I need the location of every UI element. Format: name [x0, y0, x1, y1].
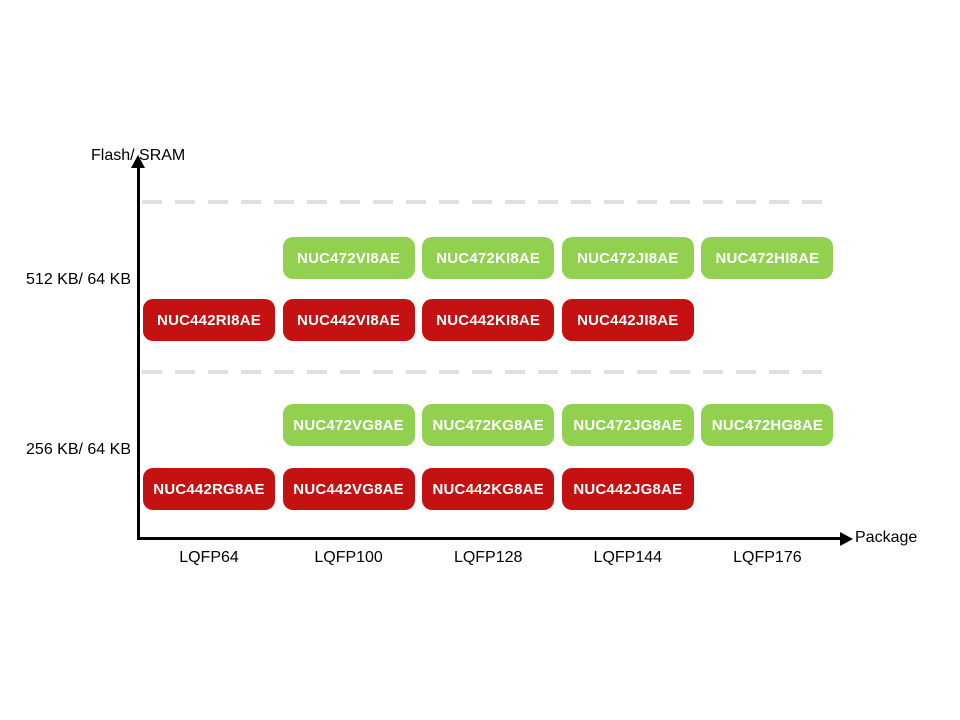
- part-box: NUC472JI8AE: [561, 237, 694, 279]
- x-axis-line: [137, 537, 843, 540]
- y-axis-arrow-icon: [131, 155, 145, 168]
- gridline-dashed-middle: [142, 370, 833, 374]
- x-tick-label: LQFP64: [179, 549, 239, 566]
- x-tick-label: LQFP100: [314, 549, 383, 566]
- part-box: NUC472JG8AE: [561, 404, 694, 446]
- y-tick-label: 512 KB/ 64 KB: [26, 271, 131, 288]
- x-tick-label: LQFP144: [593, 549, 663, 566]
- part-box: NUC472VG8AE: [282, 404, 415, 446]
- part-box: NUC442KI8AE: [422, 299, 555, 341]
- y-axis-line: [137, 167, 140, 540]
- part-box: NUC442RI8AE: [143, 299, 275, 341]
- part-box: NUC442VI8AE: [282, 299, 415, 341]
- part-box: NUC472HI8AE: [701, 237, 834, 279]
- part-box: NUC472HG8AE: [701, 404, 834, 446]
- part-box: NUC442JI8AE: [561, 299, 694, 341]
- x-axis-arrow-icon: [840, 531, 853, 546]
- x-tick-label: LQFP128: [453, 549, 523, 566]
- part-box: NUC442JG8AE: [561, 468, 694, 510]
- part-box: NUC442KG8AE: [422, 468, 555, 510]
- part-box: NUC472KI8AE: [422, 237, 555, 279]
- part-box: NUC472VI8AE: [282, 237, 415, 279]
- part-box: NUC442RG8AE: [143, 468, 275, 510]
- y-tick-label: 256 KB/ 64 KB: [26, 441, 131, 458]
- part-box: NUC442VG8AE: [282, 468, 415, 510]
- x-tick-label: LQFP176: [733, 549, 802, 566]
- gridline-dashed-top: [142, 200, 833, 204]
- part-box: NUC472KG8AE: [422, 404, 555, 446]
- x-axis-title: Package: [855, 529, 918, 546]
